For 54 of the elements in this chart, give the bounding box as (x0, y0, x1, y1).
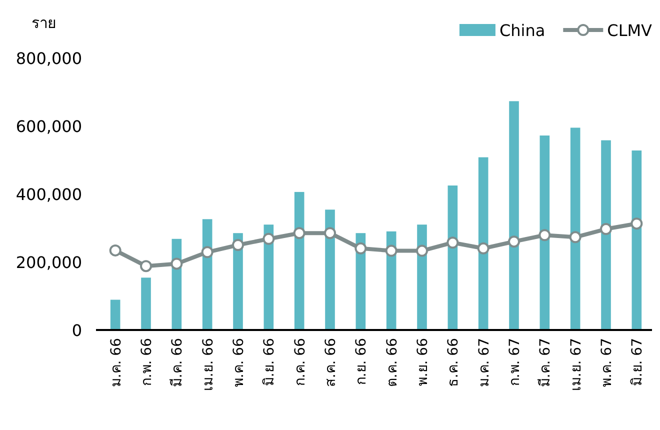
bar (632, 150, 642, 330)
x-tick-label: พ.ย. 66 (415, 338, 431, 386)
x-tick-label: พ.ค. 66 (231, 338, 247, 388)
x-tick-label: เม.ย. 66 (200, 338, 216, 392)
x-tick-label: ส.ค. 66 (323, 338, 339, 388)
bar (540, 136, 550, 330)
x-tick-label: พ.ค. 67 (599, 338, 615, 388)
point (201, 246, 214, 258)
x-tick-label: ก.ย. 66 (354, 338, 370, 386)
y-axis-title: ราย (32, 14, 56, 32)
bar (141, 278, 151, 330)
y-tick-label: 400,000 (16, 185, 82, 204)
point (140, 260, 152, 272)
x-tick-label: ม.ค. 67 (476, 338, 492, 388)
point (508, 236, 520, 248)
x-tick-label: มี.ค. 66 (170, 338, 186, 388)
point (569, 231, 582, 244)
x-tick-label: ม.ค. 66 (108, 338, 124, 388)
x-tick-label: มิ.ย. 66 (262, 338, 278, 386)
point (324, 227, 336, 240)
bar (601, 140, 611, 330)
x-tick-label: ก.พ. 67 (507, 338, 523, 386)
x-tick-label: ก.ค. 66 (292, 338, 308, 386)
x-tick-label: มิ.ย. 67 (630, 338, 646, 386)
bar (509, 101, 519, 330)
point (170, 258, 183, 270)
point (538, 229, 551, 242)
y-tick-label: 600,000 (16, 117, 82, 136)
bar (325, 210, 335, 330)
legend-label: China (499, 21, 546, 40)
x-tick-label: ธ.ค. 66 (446, 338, 462, 388)
point (446, 236, 459, 249)
point (600, 223, 612, 236)
point (262, 232, 275, 245)
point (354, 242, 367, 254)
y-tick-label: 0 (72, 321, 82, 340)
x-tick-label: ต.ค. 66 (384, 338, 400, 388)
y-tick-label: 200,000 (16, 253, 82, 272)
bar (478, 157, 488, 330)
point (109, 244, 122, 256)
point (630, 218, 643, 230)
point (477, 242, 490, 254)
bar (110, 300, 120, 330)
point (416, 244, 428, 257)
x-tick-label: มี.ค. 67 (538, 338, 554, 388)
point (293, 227, 306, 240)
x-tick-label: เม.ย. 67 (568, 338, 584, 392)
bar (570, 128, 580, 330)
y-tick-label: 800,000 (16, 49, 82, 68)
legend-label: CLMV (607, 21, 652, 40)
bar (417, 224, 427, 330)
point (385, 244, 398, 257)
x-tick-label: ก.พ. 66 (139, 338, 155, 386)
point (232, 239, 244, 251)
